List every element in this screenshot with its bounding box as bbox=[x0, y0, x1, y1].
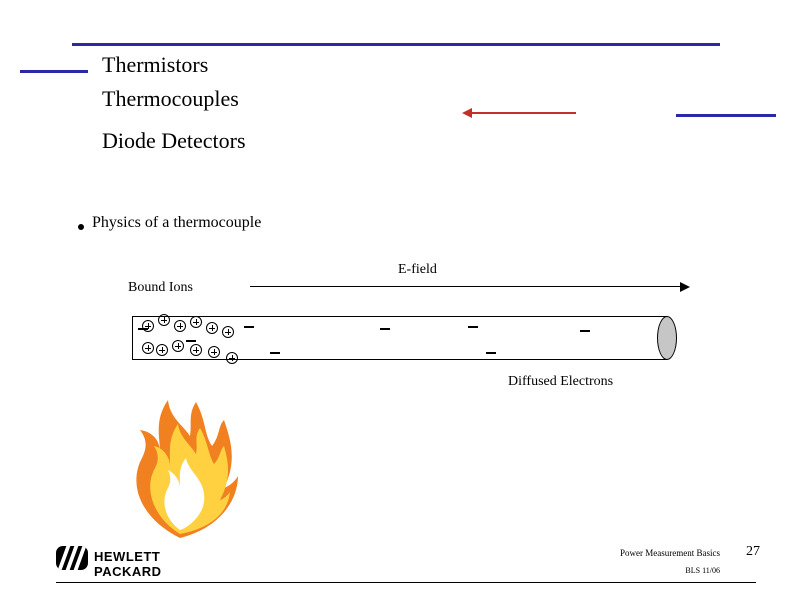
electron-icon bbox=[486, 352, 496, 354]
list-thermistors: Thermistors bbox=[102, 52, 208, 78]
ion-icon bbox=[222, 326, 234, 338]
electron-icon bbox=[380, 328, 390, 330]
footer-title: Power Measurement Basics bbox=[620, 548, 720, 558]
label-diffused-electrons: Diffused Electrons bbox=[508, 374, 613, 390]
label-efield: E-field bbox=[398, 262, 437, 278]
hp-logo: HEWLETTPACKARD bbox=[56, 544, 176, 572]
efield-arrow-line bbox=[250, 286, 680, 287]
ion-icon bbox=[174, 320, 186, 332]
electron-icon bbox=[186, 340, 196, 342]
ion-icon bbox=[142, 320, 154, 332]
footer-code: BLS 11/06 bbox=[685, 566, 720, 575]
slide-root: Thermistors Thermocouples Diode Detector… bbox=[0, 0, 792, 612]
list-thermocouples: Thermocouples bbox=[102, 86, 239, 112]
electron-icon bbox=[138, 328, 148, 330]
electron-icon bbox=[468, 326, 478, 328]
label-bound-ions: Bound Ions bbox=[128, 280, 193, 296]
subheading-physics: Physics of a thermocouple bbox=[92, 214, 261, 232]
ion-icon bbox=[208, 346, 220, 358]
rule-top bbox=[72, 43, 720, 46]
pointer-arrow-head bbox=[462, 108, 472, 118]
pointer-arrow-line bbox=[472, 112, 576, 114]
ion-icon bbox=[156, 344, 168, 356]
ion-icon bbox=[226, 352, 238, 364]
electron-icon bbox=[270, 352, 280, 354]
ion-icon bbox=[172, 340, 184, 352]
electron-icon bbox=[244, 326, 254, 328]
bullet-physics bbox=[78, 224, 84, 230]
hp-badge-icon bbox=[56, 546, 88, 570]
electron-icon bbox=[580, 330, 590, 332]
flame-icon bbox=[120, 388, 240, 538]
rod-cap bbox=[657, 316, 677, 360]
list-diode-detectors: Diode Detectors bbox=[102, 128, 246, 154]
ion-icon bbox=[190, 344, 202, 356]
rule-right-stub bbox=[676, 114, 776, 117]
ion-icon bbox=[206, 322, 218, 334]
page-number: 27 bbox=[746, 544, 760, 560]
efield-arrow-head bbox=[680, 282, 690, 292]
ion-icon bbox=[142, 342, 154, 354]
hp-wordmark: HEWLETTPACKARD bbox=[94, 549, 162, 579]
rule-left-stub bbox=[20, 70, 88, 73]
footer-rule bbox=[56, 582, 756, 583]
ion-icon bbox=[158, 314, 170, 326]
ion-icon bbox=[190, 316, 202, 328]
